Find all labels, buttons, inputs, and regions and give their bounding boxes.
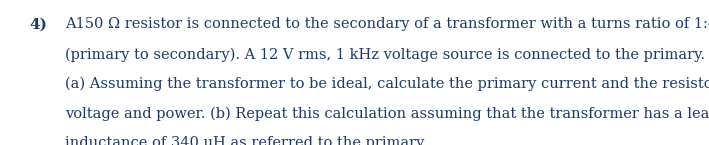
Text: (a) Assuming the transformer to be ideal, calculate the primary current and the : (a) Assuming the transformer to be ideal… (65, 77, 709, 91)
Text: A150 Ω resistor is connected to the secondary of a transformer with a turns rati: A150 Ω resistor is connected to the seco… (65, 17, 709, 31)
Text: inductance of 340 μH as referred to the primary.: inductance of 340 μH as referred to the … (65, 136, 428, 145)
Text: voltage and power. (b) Repeat this calculation assuming that the transformer has: voltage and power. (b) Repeat this calcu… (65, 107, 709, 121)
Text: 4): 4) (30, 17, 48, 31)
Text: (primary to secondary). A 12 V rms, 1 kHz voltage source is connected to the pri: (primary to secondary). A 12 V rms, 1 kH… (65, 47, 705, 61)
